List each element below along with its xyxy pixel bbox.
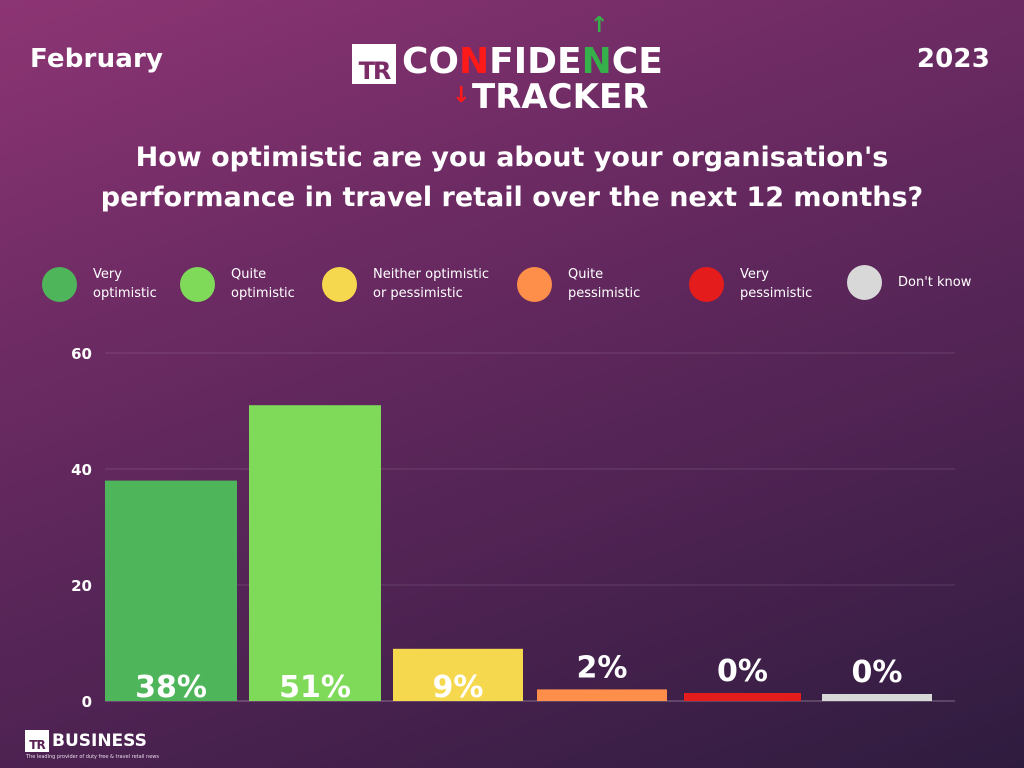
legend-swatch xyxy=(180,266,215,302)
legend-label: Neither optimistic or pessimistic xyxy=(373,267,489,301)
logo-part: CO xyxy=(402,41,460,82)
tr-footer-tagline: The leading provider of duty free & trav… xyxy=(26,754,159,760)
bar xyxy=(684,693,801,701)
bar-data-label: 0% xyxy=(852,655,903,690)
bar-data-label: 9% xyxy=(433,670,484,705)
logo-part-green: N xyxy=(581,41,612,82)
bar-data-label: 38% xyxy=(135,670,207,705)
legend-swatch xyxy=(322,266,357,302)
legend-label: Very pessimistic xyxy=(740,267,813,301)
legend-item: Neither optimistic or pessimistic xyxy=(322,265,489,303)
legend-item: Quite pessimistic xyxy=(517,265,640,303)
legend-swatch xyxy=(847,265,882,300)
bar-data-label: 2% xyxy=(577,650,628,685)
year-label: 2023 xyxy=(916,44,990,74)
legend-item: Don't know xyxy=(847,265,971,300)
legend-item: Very optimistic xyxy=(42,265,157,303)
logo-line2: TRACKER xyxy=(472,77,649,117)
y-tick-label: 60 xyxy=(71,345,92,363)
tr-footer-box: TR xyxy=(25,730,49,752)
legend-swatch xyxy=(689,266,724,302)
tr-logo-box: TR xyxy=(352,44,396,84)
chart-title: How optimistic are you about your organi… xyxy=(100,142,924,213)
trbusiness-logo: TR BUSINESS The leading provider of duty… xyxy=(25,728,225,764)
bar xyxy=(822,694,932,701)
logo-part: FIDE xyxy=(489,41,582,82)
tr-logo-text: TR xyxy=(358,57,392,85)
confidence-tracker-logo: TR CONFIDENCE TRACKER ↑ ↓ xyxy=(352,13,672,117)
legend-label: Quite optimistic xyxy=(231,267,295,301)
y-tick-label: 20 xyxy=(71,577,92,595)
arrow-up-icon: ↑ xyxy=(590,13,609,38)
bar-data-label: 0% xyxy=(717,654,768,689)
month-label: February xyxy=(30,44,164,74)
bar xyxy=(105,480,237,701)
chart-legend: Very optimistic Quite optimistic Neither o… xyxy=(40,265,1000,305)
tr-footer-prefix: TR xyxy=(29,738,45,752)
logo-part-red: N xyxy=(459,41,490,82)
logo-part: CE xyxy=(611,41,663,82)
legend-item: Very pessimistic xyxy=(689,265,812,303)
legend-label: Don't know xyxy=(898,275,972,290)
arrow-down-icon: ↓ xyxy=(452,83,471,108)
legend-swatch xyxy=(517,266,552,302)
legend-label: Very optimistic xyxy=(93,267,157,301)
legend-swatch xyxy=(42,266,77,302)
tr-footer-brand: BUSINESS xyxy=(52,731,147,751)
logo-line1: CONFIDENCE xyxy=(402,40,663,84)
bar xyxy=(393,648,523,701)
y-tick-label: 40 xyxy=(71,461,92,479)
y-tick-label: 0 xyxy=(82,693,92,711)
legend-label: Quite pessimistic xyxy=(568,267,641,301)
bar-data-label: 51% xyxy=(279,670,351,705)
bar xyxy=(537,689,667,701)
bar xyxy=(249,405,381,701)
legend-item: Quite optimistic xyxy=(180,265,295,303)
